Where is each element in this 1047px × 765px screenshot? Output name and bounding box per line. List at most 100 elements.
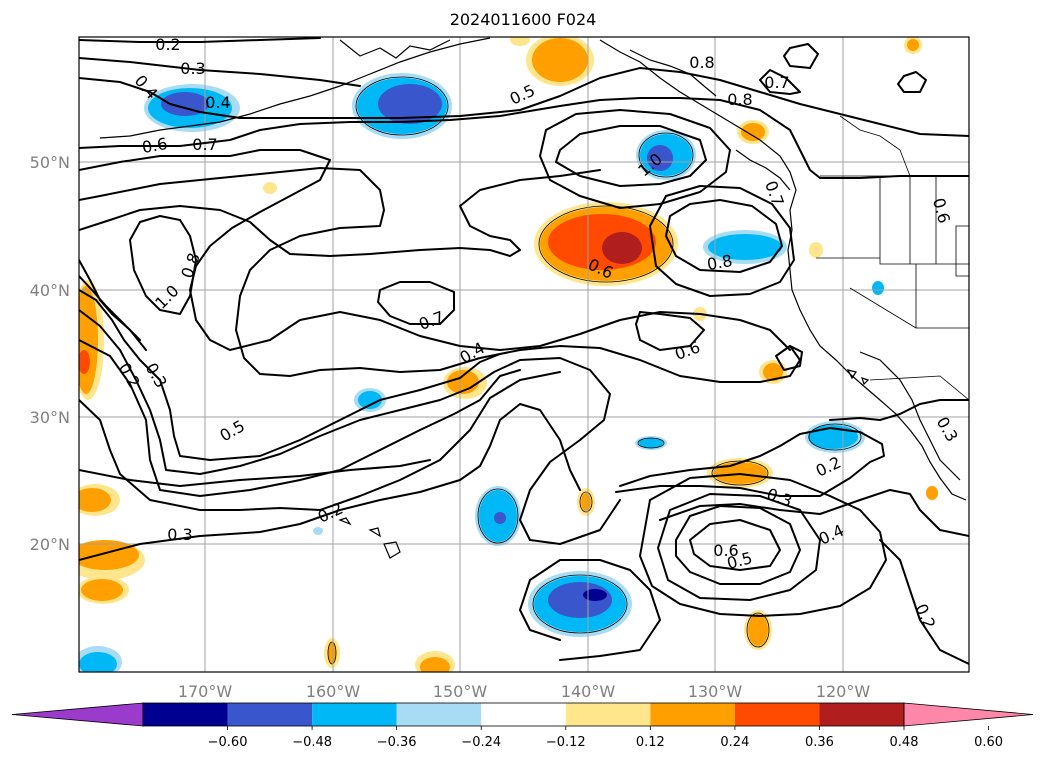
colorbar-segment (734, 703, 820, 726)
contour-label: 0.8 (727, 90, 752, 109)
lon-label: 120°W (816, 682, 871, 701)
coastlines (99, 37, 967, 559)
contour-label: 0.4 (205, 93, 230, 112)
warm-patch (602, 232, 642, 264)
contour-line (79, 403, 581, 561)
lon-label: 130°W (688, 682, 743, 701)
contour-line (79, 459, 431, 487)
cold-patch (79, 652, 117, 672)
contour-line (79, 169, 601, 257)
contour-label: 0.2 (155, 35, 180, 54)
lon-label: 160°W (306, 682, 361, 701)
colorbar-segment (565, 703, 651, 726)
contour-line (555, 125, 707, 187)
colorbar-tick-label: 0.48 (890, 735, 919, 750)
colorbar-segment (312, 703, 397, 726)
colorbar-tick-label: −0.36 (377, 735, 417, 750)
contour-line (129, 215, 197, 315)
cold-patch (872, 281, 884, 295)
lat-label: 50°N (30, 153, 70, 172)
colorbar-tick-label: −0.12 (546, 735, 586, 750)
warm-patch (420, 657, 450, 672)
contour-line (79, 309, 621, 545)
warm-patch (926, 486, 938, 500)
warm-patch (79, 488, 111, 512)
warm-patch (81, 579, 123, 601)
warm-patch (763, 363, 783, 381)
warm-patch (79, 350, 90, 374)
contour-line (79, 97, 969, 179)
map-title: 2024011600 F024 (450, 10, 597, 29)
longitude-labels: 170°W 160°W 150°W 140°W 130°W 120°W (178, 682, 871, 701)
cold-patch (378, 84, 442, 124)
warm-patch (581, 493, 591, 511)
contour-line (759, 69, 801, 95)
cold-patch (494, 512, 506, 524)
colorbar-extend-high (903, 702, 1034, 727)
cold-patch (583, 589, 607, 601)
colorbar-segment (396, 703, 482, 726)
colorbar-segment (227, 703, 313, 726)
cold-patch (639, 438, 663, 448)
contour-line (829, 399, 969, 421)
contour-line (775, 345, 803, 371)
colorbar-extend-low (11, 702, 144, 727)
contour-line (519, 559, 661, 661)
contour-line (377, 281, 455, 325)
contour-line (879, 539, 969, 665)
plot-area: 0.2 0.3 0.4 0.4 0.6 0.7 0.5 0.8 0.7 0.8 … (79, 35, 969, 672)
warm-patch (741, 123, 765, 141)
patch-outlines (327, 76, 862, 665)
contour-label: 0.7 (192, 135, 217, 154)
contour-line (79, 149, 791, 351)
lon-label: 150°W (433, 682, 488, 701)
colorbar-tick-label: −0.24 (461, 735, 501, 750)
cold-patch (358, 391, 382, 409)
contour-label: 0.3 (167, 525, 192, 544)
contour-lines (79, 37, 969, 665)
colorbar-tick-label: 0.12 (636, 735, 665, 750)
contour-line (79, 275, 141, 341)
contour-label: 0.8 (689, 53, 714, 72)
cold-patch (313, 527, 323, 535)
colorbar-segment (650, 703, 735, 726)
cold-patch (647, 145, 673, 171)
warm-patch (79, 286, 98, 394)
contour-line (615, 427, 885, 497)
contour-label: 0.3 (180, 59, 205, 78)
colorbar-segment (481, 703, 566, 726)
contour-label: 0.6 (141, 134, 169, 157)
colorbar-tick-label: 0.24 (720, 735, 749, 750)
cold-patch (708, 234, 782, 260)
contour-line (635, 311, 705, 351)
lon-label: 140°W (561, 682, 616, 701)
contour-label: 0.7 (764, 73, 789, 92)
colorbar-tick-label: −0.60 (208, 735, 248, 750)
contour-line (689, 519, 781, 571)
colorbar-tick-label: 0.60 (974, 735, 1003, 750)
contour-line (897, 71, 927, 93)
contour-line (79, 37, 321, 43)
lat-label: 20°N (30, 535, 70, 554)
warm-patch (907, 39, 919, 51)
contour-line (79, 289, 501, 461)
lat-label: 40°N (30, 281, 70, 300)
contour-label: 0.6 (713, 541, 738, 560)
warm-patch (328, 642, 336, 664)
latitude-labels: 50°N 40°N 30°N 20°N (30, 153, 70, 554)
map-frame (78, 36, 970, 673)
colorbar-frame (142, 702, 905, 727)
cold-patch (548, 582, 612, 618)
contour-line (649, 185, 795, 297)
lon-label: 170°W (178, 682, 233, 701)
warm-patch (510, 37, 530, 46)
lat-label: 30°N (30, 408, 70, 427)
warm-patch (748, 614, 768, 646)
contour-line (657, 493, 821, 601)
colorbar-segment (819, 703, 904, 726)
warm-patch (532, 38, 588, 82)
colorbar: −0.60 −0.48 −0.36 −0.24 −0.12 0.12 0.24 0.36 0.4… (11, 702, 1034, 750)
contour-line (675, 505, 801, 585)
